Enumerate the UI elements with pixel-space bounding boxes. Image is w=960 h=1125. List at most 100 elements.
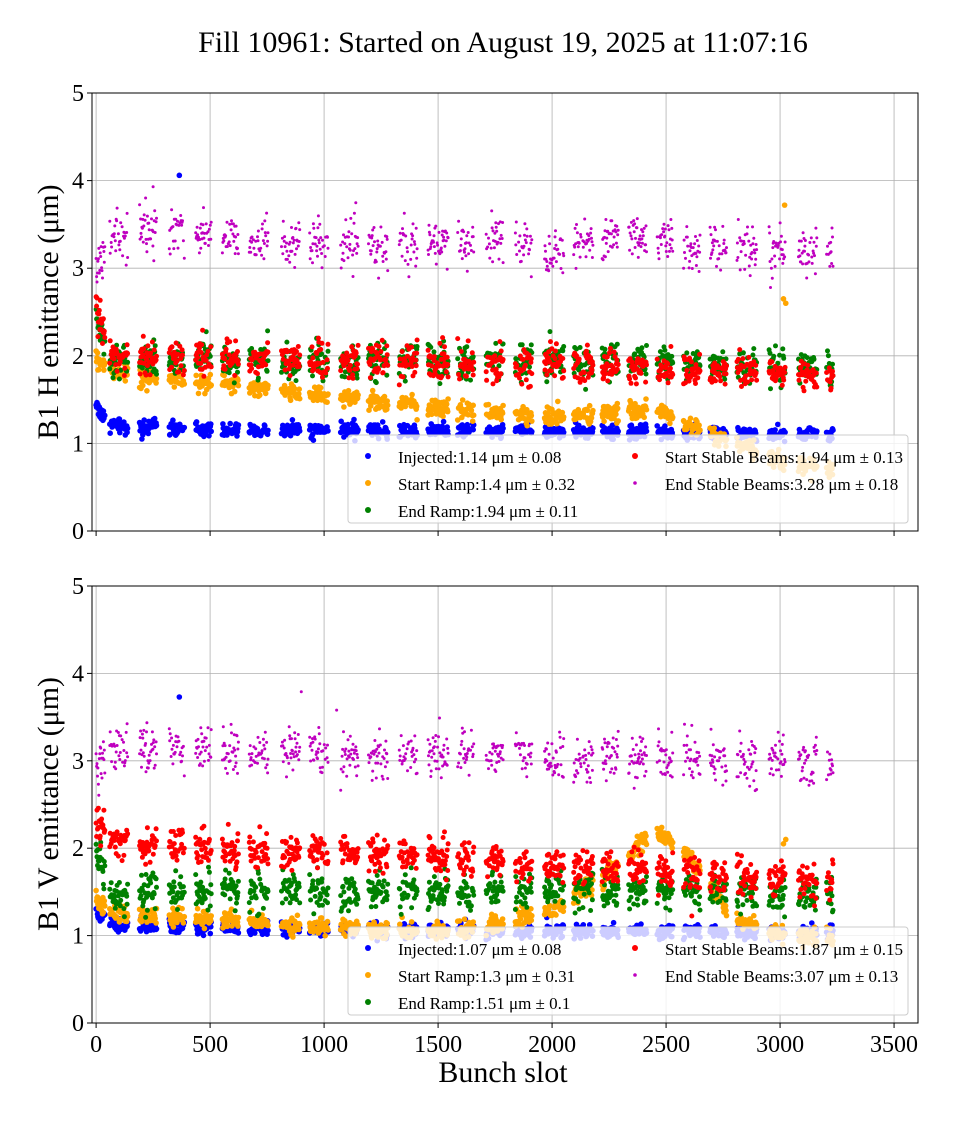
data-point — [174, 240, 177, 243]
data-point — [284, 340, 289, 345]
data-point — [112, 235, 115, 238]
data-point — [698, 368, 703, 373]
data-point — [771, 354, 776, 359]
data-point — [138, 372, 143, 377]
data-point — [562, 254, 565, 257]
data-point — [543, 368, 548, 373]
data-point — [375, 251, 378, 254]
data-point — [689, 359, 694, 364]
data-point — [627, 376, 632, 381]
data-point — [236, 362, 241, 367]
data-point — [457, 220, 460, 223]
y-tick-label: 1 — [72, 431, 84, 457]
data-point — [561, 414, 567, 420]
data-point — [349, 249, 352, 252]
data-point — [351, 417, 357, 423]
data-point — [558, 253, 561, 256]
data-point — [561, 430, 567, 436]
data-point — [398, 243, 401, 246]
data-point — [414, 265, 417, 268]
legend-entry: End Stable Beams:3.28 μm ± 0.18 — [665, 475, 898, 494]
data-point — [310, 344, 315, 349]
data-point — [529, 242, 532, 245]
data-point — [297, 396, 303, 402]
data-point — [321, 266, 324, 269]
data-point — [258, 249, 261, 252]
data-point — [783, 300, 789, 306]
data-point — [590, 237, 593, 240]
data-point — [529, 413, 535, 419]
data-point — [604, 255, 607, 258]
data-point — [202, 206, 205, 209]
data-point — [152, 347, 157, 352]
data-point — [327, 247, 330, 250]
data-point — [663, 223, 666, 226]
data-point — [432, 349, 437, 354]
data-point — [195, 355, 200, 360]
data-point — [209, 224, 212, 227]
data-point — [409, 345, 414, 350]
data-point — [377, 344, 382, 349]
data-point — [326, 349, 331, 354]
data-point — [668, 366, 673, 371]
data-point — [224, 234, 227, 237]
data-point — [634, 381, 639, 386]
data-point — [144, 388, 150, 394]
data-point — [660, 243, 663, 246]
data-point — [285, 242, 288, 245]
data-point — [110, 246, 113, 249]
data-point — [613, 236, 616, 239]
x-tick-label: 2500 — [642, 1032, 690, 1058]
data-point — [97, 308, 102, 313]
data-point — [491, 226, 494, 229]
data-point — [612, 243, 615, 246]
data-point — [204, 242, 207, 245]
data-point — [467, 252, 470, 255]
data-point — [150, 340, 155, 345]
data-point — [264, 234, 267, 237]
data-point — [199, 247, 202, 250]
data-point — [670, 360, 675, 365]
data-point — [168, 247, 171, 250]
data-point — [488, 242, 491, 245]
data-point — [686, 245, 689, 248]
data-point — [643, 227, 646, 230]
data-point — [351, 376, 356, 381]
data-point — [629, 381, 634, 386]
data-point — [320, 375, 325, 380]
data-point — [428, 224, 431, 227]
data-point — [500, 234, 503, 237]
data-point — [798, 249, 801, 252]
data-point — [657, 247, 660, 250]
data-point — [630, 234, 633, 237]
data-point — [318, 385, 324, 391]
data-point — [321, 239, 324, 242]
data-point — [98, 298, 103, 303]
data-point — [367, 242, 370, 245]
data-point — [528, 248, 531, 251]
data-point — [257, 392, 263, 398]
data-point — [445, 362, 450, 367]
x-tick-label: 3000 — [756, 1032, 804, 1058]
data-point — [198, 251, 201, 254]
data-point — [736, 242, 739, 245]
data-point — [376, 240, 379, 243]
data-point — [553, 257, 556, 260]
data-point — [768, 232, 771, 235]
data-point — [755, 243, 758, 246]
data-point — [492, 229, 495, 232]
data-point — [326, 342, 331, 347]
data-point — [588, 355, 593, 360]
data-point — [465, 234, 468, 237]
legend-entry: Start Stable Beams:1.94 μm ± 0.13 — [665, 448, 903, 467]
data-point — [261, 227, 264, 230]
data-point — [500, 410, 506, 416]
data-point — [95, 275, 98, 278]
y-tick-label: 4 — [72, 169, 84, 195]
data-point — [209, 238, 212, 241]
data-point — [446, 374, 451, 379]
data-point — [232, 240, 235, 243]
data-point — [781, 356, 786, 361]
data-point — [342, 252, 345, 255]
